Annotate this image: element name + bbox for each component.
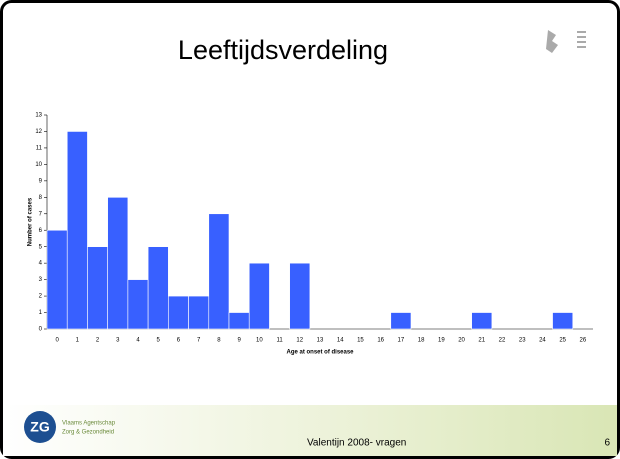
x-tick-label: 9: [237, 338, 241, 344]
org-name: Zorg & Gezondheid: [62, 430, 114, 436]
bar: [390, 312, 412, 330]
bar: [208, 213, 230, 330]
x-tick-label: 10: [256, 338, 263, 344]
x-tick-label: 5: [157, 338, 161, 344]
y-tick-label: 13: [35, 113, 42, 119]
y-tick-label: 9: [39, 178, 43, 184]
x-tick-label: 4: [136, 338, 140, 344]
bar: [46, 229, 68, 330]
x-tick-label: 23: [519, 338, 526, 344]
x-tick-label: 18: [418, 338, 425, 344]
x-tick-label: 24: [539, 338, 546, 344]
y-tick-label: 7: [39, 211, 43, 217]
bar: [127, 279, 149, 330]
y-tick-label: 2: [39, 294, 43, 300]
page-number: 6: [604, 438, 610, 449]
x-tick-label: 13: [317, 338, 324, 344]
y-tick-label: 4: [39, 261, 43, 267]
bar: [87, 246, 108, 330]
x-tick-label: 0: [55, 338, 59, 344]
bar: [248, 262, 270, 330]
footer-band: [3, 405, 617, 456]
bar: [188, 295, 210, 330]
x-tick-label: 8: [217, 338, 221, 344]
x-tick-label: 1: [76, 338, 80, 344]
bar: [147, 246, 169, 330]
org-name: Vlaams Agentschap: [62, 421, 116, 427]
footer-logo-text: ZG: [30, 419, 50, 435]
x-tick-label: 21: [478, 338, 485, 344]
y-tick-label: 5: [39, 244, 43, 250]
logo-icon: [546, 30, 586, 53]
x-tick-label: 6: [177, 338, 181, 344]
x-tick-label: 22: [499, 338, 506, 344]
y-tick-label: 1: [39, 310, 43, 316]
bar: [289, 262, 311, 330]
y-tick-label: 10: [35, 162, 42, 168]
x-tick-label: 15: [357, 338, 364, 344]
x-tick-label: 17: [398, 338, 405, 344]
x-tick-label: 25: [559, 338, 566, 344]
footer-logo: [24, 411, 56, 443]
y-axis-label: Number of cases: [28, 197, 34, 246]
x-tick-label: 16: [377, 338, 384, 344]
y-tick-label: 3: [39, 277, 43, 283]
x-tick-label: 26: [580, 338, 587, 344]
bar: [552, 312, 574, 330]
bar: [228, 312, 250, 330]
bar: [168, 295, 189, 330]
bar: [66, 131, 88, 330]
x-tick-label: 20: [458, 338, 465, 344]
x-tick-label: 7: [197, 338, 201, 344]
y-tick-label: 11: [36, 146, 43, 152]
footer-text: Valentijn 2008- vragen: [307, 438, 406, 449]
x-tick-label: 14: [337, 338, 344, 344]
x-tick-label: 11: [276, 338, 283, 344]
x-axis-label: Age at onset of disease: [286, 350, 354, 356]
bar: [471, 312, 493, 330]
x-tick-label: 2: [96, 338, 100, 344]
y-tick-label: 8: [39, 195, 43, 201]
x-tick-label: 3: [116, 338, 120, 344]
bar: [107, 197, 129, 330]
x-tick-label: 19: [438, 338, 445, 344]
slide-title: Leeftijdsverdeling: [178, 35, 388, 65]
x-tick-label: 12: [296, 338, 303, 344]
y-tick-label: 6: [39, 228, 43, 234]
y-tick-label: 0: [39, 327, 43, 333]
y-tick-label: 12: [35, 129, 42, 135]
